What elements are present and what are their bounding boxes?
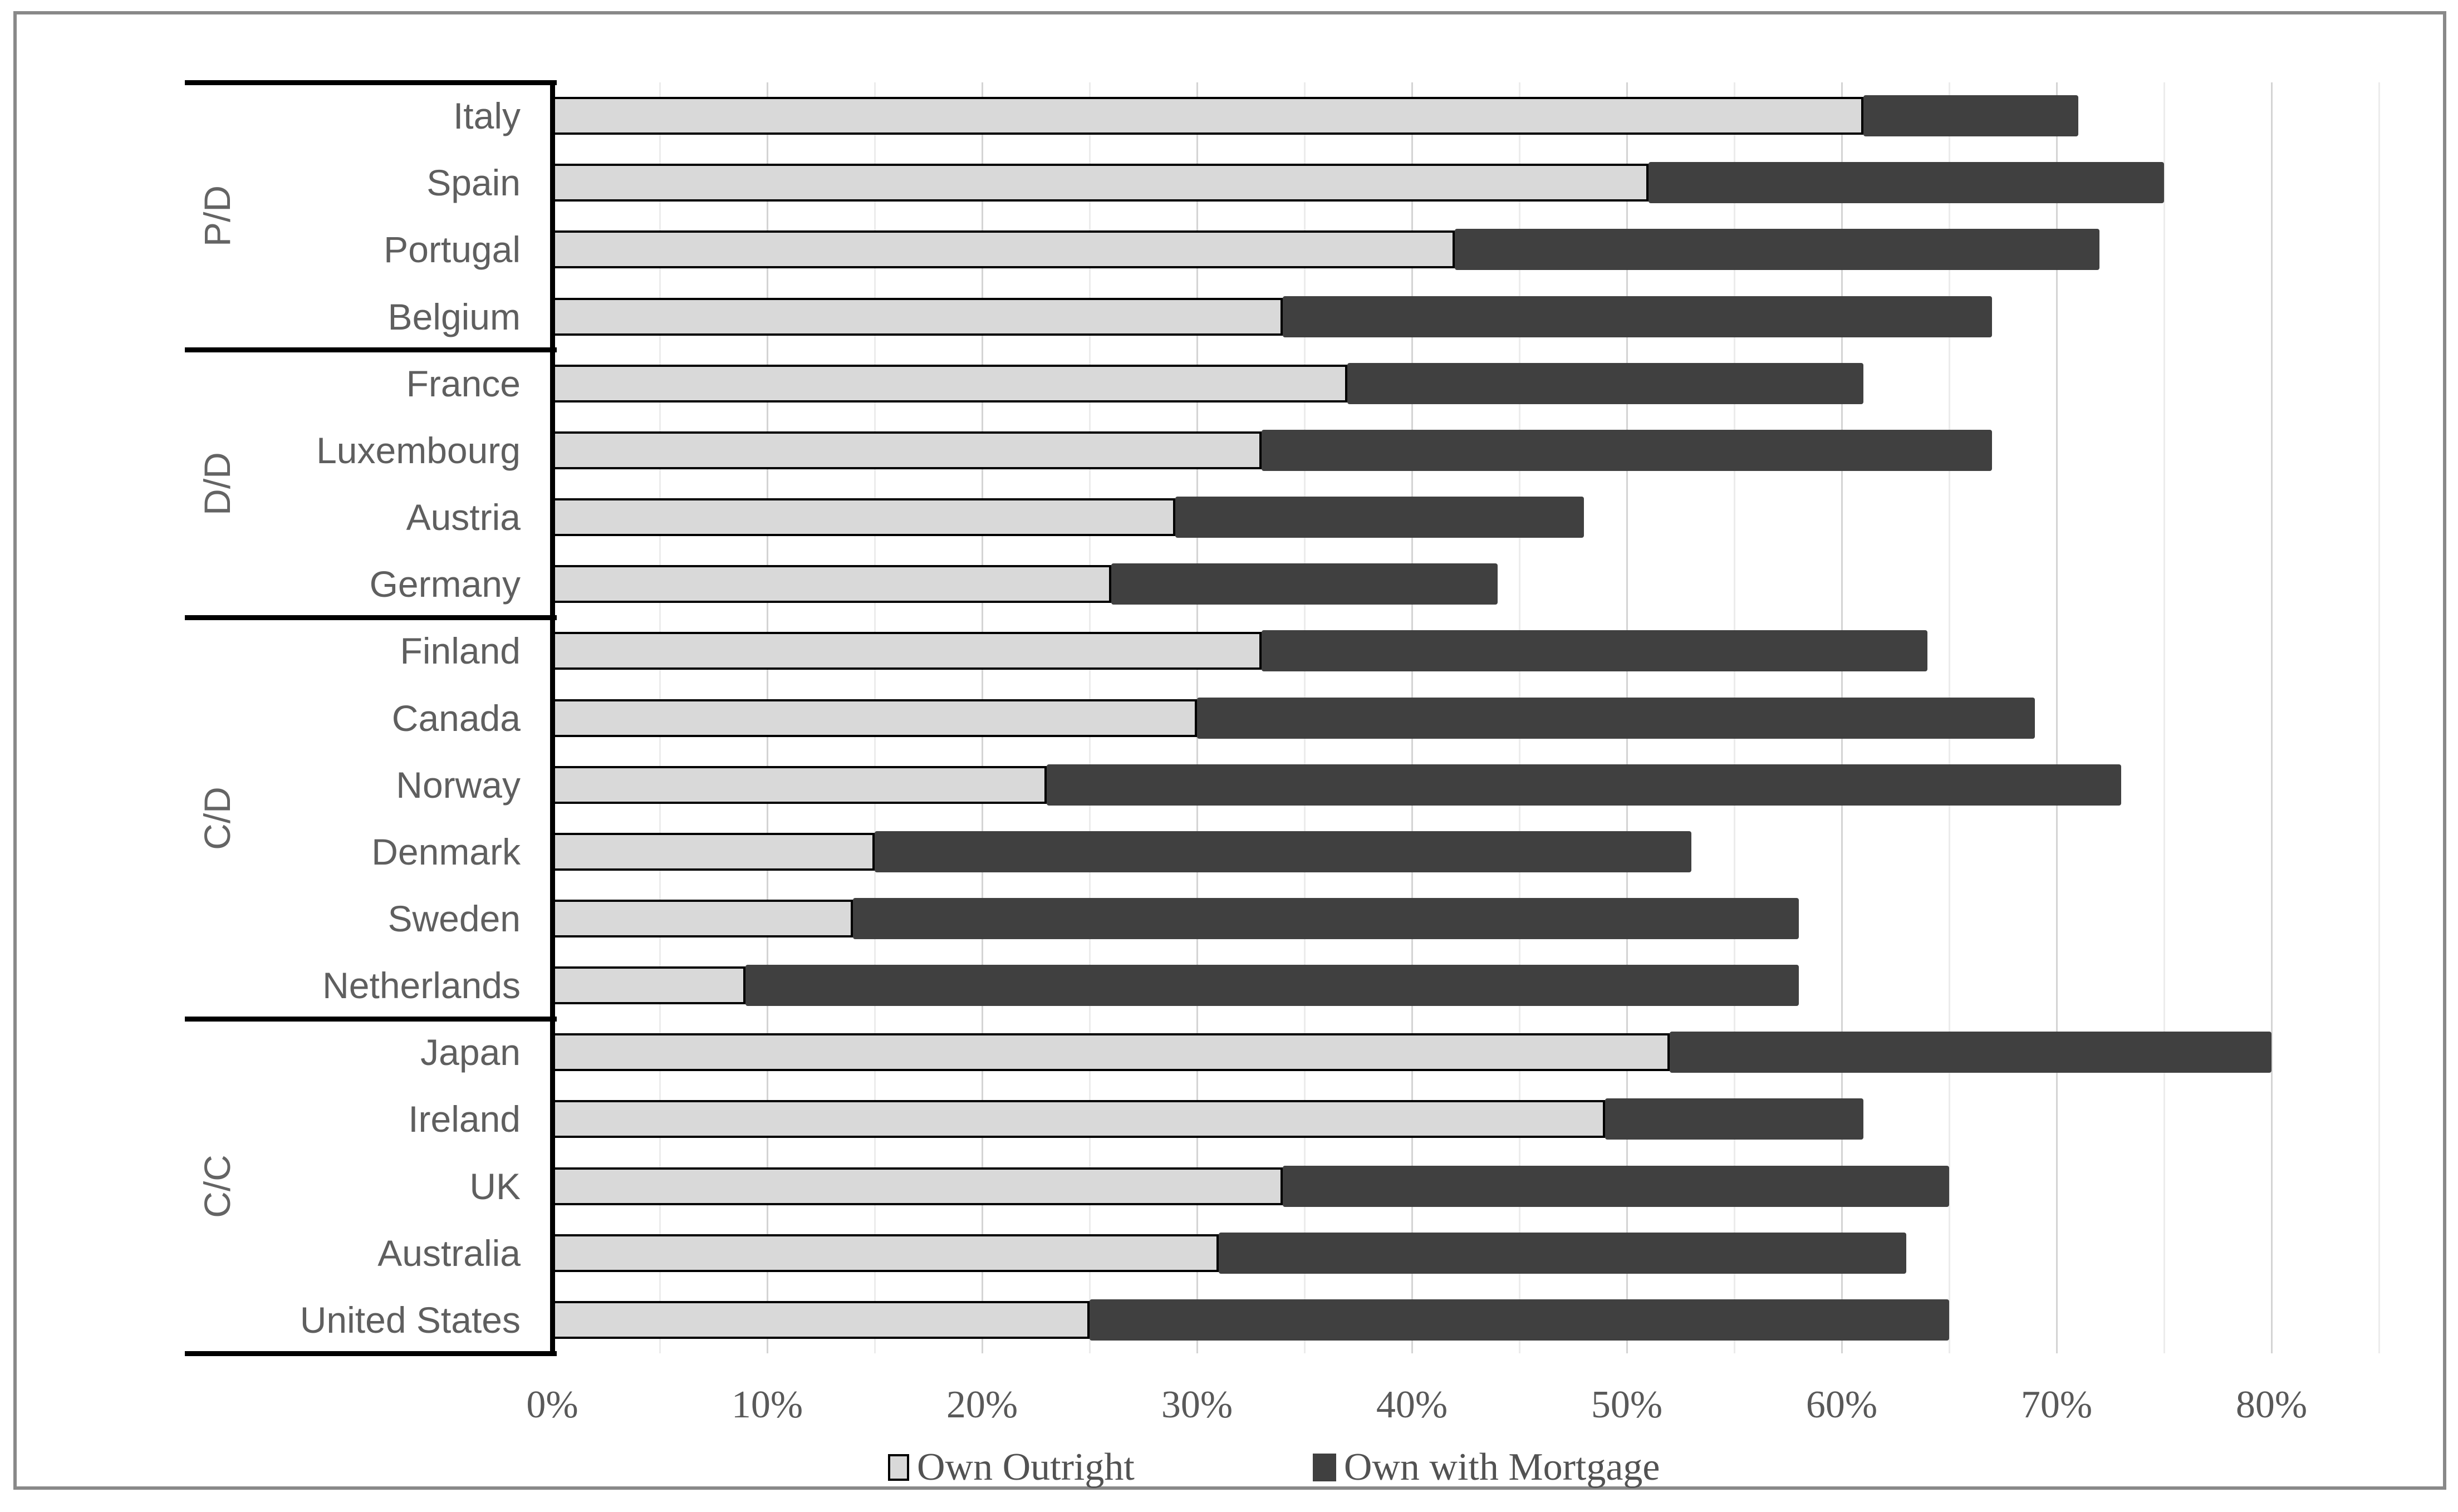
x-tick-label: 10%	[731, 1383, 803, 1426]
bar-own-outright	[552, 832, 875, 871]
country-label: Denmark	[371, 831, 521, 872]
bar-own-with-mortgage	[1197, 697, 2035, 739]
bar-own-with-mortgage	[1863, 95, 2078, 137]
bar-own-outright	[552, 899, 853, 937]
bar-own-with-mortgage	[745, 965, 1799, 1007]
country-label: Norway	[396, 764, 521, 806]
legend-swatch-own-with-mortgage	[1312, 1454, 1336, 1481]
major-gridline	[2270, 82, 2273, 1353]
legend-item-own-outright: Own Outright	[888, 1445, 1135, 1490]
group-divider	[185, 347, 557, 353]
group-divider	[185, 1351, 557, 1356]
bar-own-with-mortgage	[1218, 1232, 1906, 1274]
bar-own-outright	[552, 498, 1176, 537]
bar-own-outright	[552, 297, 1283, 336]
country-label: Italy	[453, 95, 521, 137]
group-divider	[185, 615, 557, 620]
bar-own-outright	[552, 632, 1262, 670]
bar-own-outright	[552, 1033, 1670, 1072]
country-label: Netherlands	[322, 965, 521, 1007]
bar-own-outright	[552, 1100, 1606, 1138]
bar-own-outright	[552, 431, 1262, 469]
bar-own-outright	[552, 97, 1863, 135]
country-label: Japan	[420, 1032, 521, 1073]
x-tick-label: 70%	[2020, 1383, 2093, 1426]
bar-own-outright	[552, 164, 1649, 202]
legend-label-own-with-mortgage: Own with Mortgage	[1343, 1446, 1660, 1489]
bar-own-outright	[552, 699, 1197, 737]
group-divider	[185, 1016, 557, 1022]
legend-swatch-own-outright	[888, 1454, 909, 1481]
bar-own-with-mortgage	[1261, 630, 1928, 672]
x-tick-label: 0%	[526, 1383, 578, 1426]
bar-own-with-mortgage	[1670, 1032, 2271, 1073]
country-label: Ireland	[408, 1098, 521, 1140]
country-label: Luxembourg	[316, 429, 521, 471]
country-label: United States	[300, 1299, 521, 1341]
chart-frame: Italy Spain Portugal Belgium P/D France Luxemb…	[13, 11, 2446, 1490]
bar-own-with-mortgage	[1046, 764, 2121, 806]
country-label: Canada	[391, 697, 521, 739]
country-label: Australia	[377, 1232, 521, 1274]
bar-own-with-mortgage	[1111, 563, 1498, 605]
bar-own-with-mortgage	[1261, 429, 1993, 471]
group-label: D/D	[197, 452, 238, 516]
x-axis-zero-line	[550, 82, 555, 1356]
x-tick-label: 20%	[946, 1383, 1018, 1426]
legend-item-own-with-mortgage: Own with Mortgage	[1312, 1445, 1660, 1490]
bar-own-with-mortgage	[875, 831, 1691, 872]
bar-own-outright	[552, 765, 1047, 804]
country-label: France	[406, 362, 521, 404]
bar-own-outright	[552, 1234, 1219, 1272]
bar-own-with-mortgage	[853, 897, 1799, 939]
bar-own-with-mortgage	[1283, 296, 1993, 337]
x-tick-label: 40%	[1376, 1383, 1448, 1426]
bar-own-outright	[552, 1300, 1090, 1339]
bar-own-outright	[552, 230, 1455, 269]
country-label: Portugal	[384, 229, 521, 271]
x-tick-label: 80%	[2235, 1383, 2308, 1426]
country-label: Sweden	[387, 897, 521, 939]
bar-own-outright	[552, 1167, 1283, 1205]
group-divider	[185, 80, 557, 85]
minor-gridline	[2163, 82, 2165, 1353]
major-gridline	[2055, 82, 2058, 1353]
bar-own-with-mortgage	[1283, 1165, 1949, 1207]
bar-own-with-mortgage	[1175, 497, 1584, 538]
bar-own-with-mortgage	[1455, 229, 2100, 271]
x-tick-label: 30%	[1161, 1383, 1233, 1426]
group-label: C/C	[197, 1154, 238, 1218]
bar-own-with-mortgage	[1347, 362, 1863, 404]
country-label: Finland	[400, 630, 521, 672]
bar-own-outright	[552, 364, 1348, 402]
x-tick-label: 50%	[1591, 1383, 1663, 1426]
country-label: Belgium	[387, 296, 521, 337]
minor-gridline	[2378, 82, 2380, 1353]
group-label: P/D	[197, 185, 238, 247]
bar-own-with-mortgage	[1605, 1098, 1863, 1140]
country-label: Germany	[369, 563, 521, 605]
country-label: UK	[469, 1165, 521, 1207]
bar-own-with-mortgage	[1648, 162, 2164, 204]
legend: Own Outright Own with Mortgage	[888, 1440, 1660, 1495]
group-label: C/D	[197, 786, 238, 850]
country-label: Austria	[406, 497, 521, 538]
country-label: Spain	[426, 162, 521, 204]
plot-area: Italy Spain Portugal Belgium P/D France Luxemb…	[17, 14, 2443, 1486]
x-tick-label: 60%	[1806, 1383, 1878, 1426]
bar-own-outright	[552, 565, 1111, 603]
legend-label-own-outright: Own Outright	[917, 1446, 1135, 1489]
bar-own-outright	[552, 966, 746, 1005]
bar-own-with-mortgage	[1090, 1299, 1949, 1341]
